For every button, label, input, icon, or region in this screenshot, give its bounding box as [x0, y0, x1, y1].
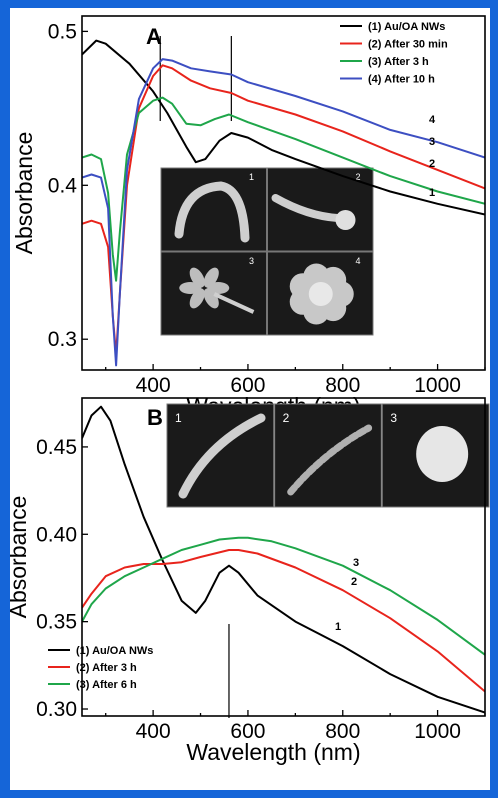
- y-tick-label: 0.4: [48, 174, 78, 197]
- sem-image-label-3: 3: [390, 411, 397, 425]
- x-tick-label: 600: [230, 720, 265, 743]
- x-tick-label: 1000: [414, 720, 461, 743]
- x-tick-label: 800: [325, 720, 360, 743]
- legend-entry-4: (4) After 10 h: [368, 74, 435, 86]
- particle-shape: [416, 426, 469, 482]
- legend-entry-2: (2) After 30 min: [368, 39, 448, 51]
- figure: 1 2 3 4 400 600 800 1000 0.3 0.4 0.5 Wavelength (nm…: [10, 8, 490, 790]
- petal-shape: [189, 267, 205, 288]
- y-tick-label: 0.40: [36, 523, 77, 546]
- y-axis-title: Absorbance: [11, 132, 37, 255]
- curve-label-1: 1: [335, 621, 341, 633]
- series-group: [82, 39, 485, 367]
- absorbance-chart-figure: 1 2 3 4 400 600 800 1000 0.3 0.4 0.5 Wavelength (nm…: [10, 15, 490, 765]
- y-tick-label: 0.5: [48, 20, 77, 43]
- x-tick-label: 1000: [414, 374, 461, 397]
- series-group: [82, 405, 485, 714]
- series-line-1: [82, 39, 485, 216]
- sem-image-label-2: 2: [356, 172, 361, 182]
- y-tick-label: 0.45: [36, 436, 77, 459]
- plot-frame: [81, 397, 486, 717]
- sem-image-label-4: 4: [356, 256, 361, 266]
- x-tick-label: 400: [136, 720, 171, 743]
- curve-label-2: 2: [351, 576, 357, 588]
- legend-entry-1: (1) Au/OA NWs: [368, 21, 445, 33]
- x-tick-label: 800: [325, 374, 360, 397]
- plot-frame: [81, 15, 486, 371]
- series-line-4: [82, 58, 485, 367]
- curve-label-4: 4: [429, 114, 436, 126]
- x-tick-label: 600: [230, 374, 265, 397]
- series-line-3: [82, 96, 485, 282]
- legend-entry-1: (1) Au/OA NWs: [76, 645, 153, 657]
- series-line-1: [82, 405, 485, 714]
- nanowire-shape: [178, 413, 266, 499]
- curve-label-1: 1: [429, 187, 435, 199]
- x-axis-title: Wavelength (nm): [186, 739, 360, 765]
- sem-image-label-1: 1: [249, 172, 254, 182]
- sem-inset-group: 1 2 3: [166, 403, 490, 508]
- sem-image-label-1: 1: [175, 411, 182, 425]
- panel-b: 1 2 3 400 600 800 1000 0.30 0.35 0.40 0.45 Waveleng…: [10, 397, 490, 765]
- sem-image-2: [267, 167, 374, 252]
- panel-letter: A: [146, 24, 162, 49]
- series-line-3: [82, 536, 485, 656]
- petal-shape: [203, 267, 219, 288]
- legend-entry-3: (3) After 6 h: [76, 679, 137, 691]
- legend-entry-2: (2) After 3 h: [76, 662, 137, 674]
- y-tick-label: 0.35: [36, 611, 77, 634]
- y-axis-title: Absorbance: [10, 496, 31, 619]
- sem-image-label-2: 2: [283, 411, 290, 425]
- y-tick-label: 0.3: [48, 328, 77, 351]
- sem-inset-group: 1 2 3 4: [160, 167, 374, 336]
- nanowire-shape: [271, 194, 342, 222]
- sem-image-label-3: 3: [249, 256, 254, 266]
- legend-entry-3: (3) After 3 h: [368, 56, 429, 68]
- nanowire-shape: [213, 292, 255, 314]
- particle-shape: [335, 210, 356, 230]
- curve-label-2: 2: [429, 158, 435, 170]
- legend: (1) Au/OA NWs (2) After 30 min (3) After 3…: [340, 21, 448, 86]
- curve-label-3: 3: [429, 136, 435, 148]
- curve-label-3: 3: [353, 557, 359, 569]
- series-line-2: [82, 549, 485, 693]
- legend: (1) Au/OA NWs (2) After 3 h (3) After 6 h: [48, 645, 153, 691]
- particle-shape: [308, 282, 333, 306]
- x-tick-label: 400: [136, 374, 171, 397]
- series-line-2: [82, 64, 485, 356]
- nanowire-shape: [174, 181, 250, 243]
- nanowire-shape: [287, 424, 373, 496]
- y-tick-label: 0.30: [36, 698, 77, 721]
- panel-letter: B: [147, 405, 163, 430]
